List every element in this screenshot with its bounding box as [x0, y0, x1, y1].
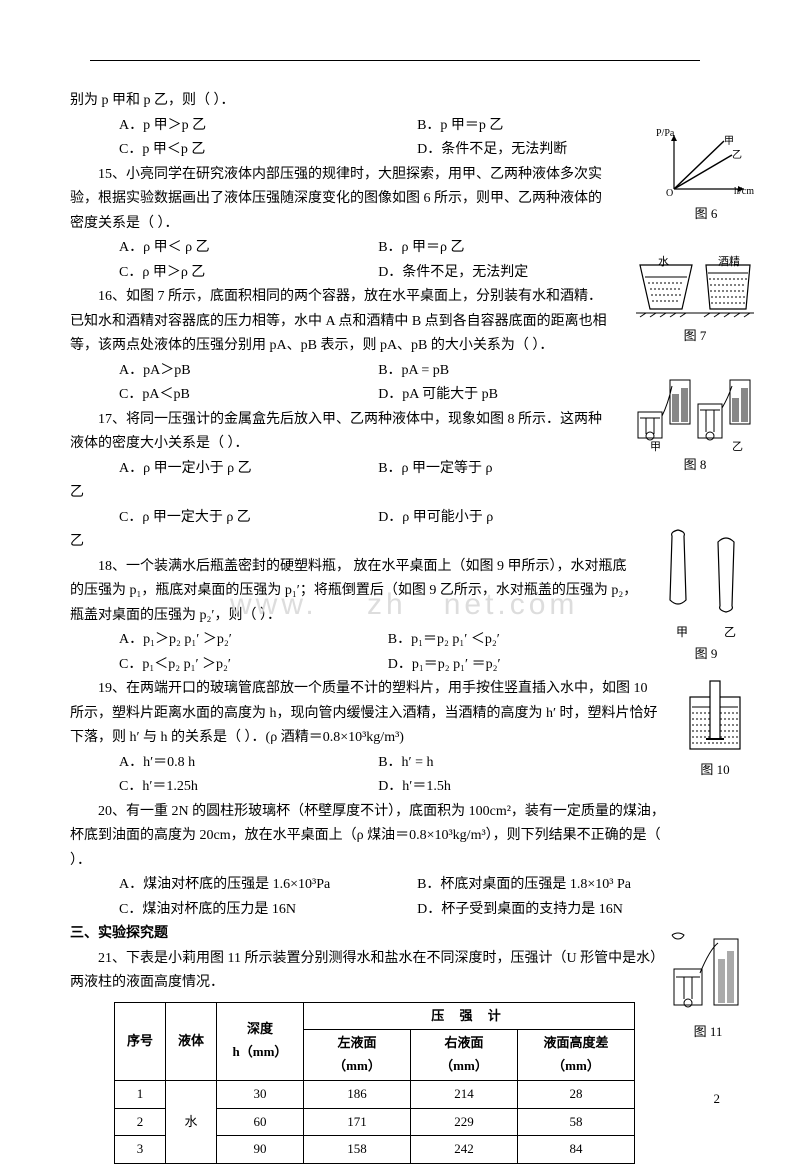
q20-b: B．杯底对桌面的压强是 1.8×10³ Pa	[417, 873, 715, 898]
q16-a: A．pA＞pB	[119, 359, 378, 384]
q20-c: C．煤油对杯底的压力是 16N	[119, 898, 417, 923]
fig9-jia: 甲	[676, 622, 688, 643]
q15-b: B．ρ 甲＝ρ 乙	[378, 236, 637, 261]
figure-11: 图 11	[670, 929, 746, 1044]
fig11-svg	[670, 929, 746, 1019]
fig6-o: O	[666, 185, 673, 203]
q19-a: A．h′＝0.8 h	[119, 751, 378, 776]
page-number: 2	[714, 1091, 721, 1107]
fig9-caption: 图 9	[658, 643, 754, 666]
fig9-yi: 乙	[724, 622, 736, 643]
q20-d: D．杯子受到桌面的支持力是 16N	[417, 898, 715, 923]
q16-d: D．pA 可能大于 pB	[378, 383, 637, 408]
fig7-water: 水	[658, 253, 669, 272]
q19-c: C．h′＝1.25h	[119, 775, 378, 800]
figure-7: 水 酒精 图 7	[636, 257, 754, 348]
q15-c: C．ρ 甲＞ρ 乙	[119, 261, 378, 286]
fig11-caption: 图 11	[670, 1021, 746, 1044]
fig7-caption: 图 7	[636, 325, 754, 348]
svg-text:甲: 甲	[650, 441, 661, 452]
figure-9: 甲 乙 图 9	[658, 524, 754, 666]
q15-a: A．ρ 甲＜ ρ 乙	[119, 236, 378, 261]
q14-intro: 别为 p 甲和 p 乙，则（ ）．	[70, 89, 740, 114]
q14-c: C．p 甲＜p 乙	[119, 138, 417, 163]
fig9-svg	[658, 524, 754, 620]
figure-8: 甲 乙 图 8	[636, 374, 754, 477]
th-right: 右液面 （mm）	[411, 1030, 518, 1081]
svg-text:乙: 乙	[732, 440, 743, 452]
th-depth: 深度 h（mm）	[217, 1002, 304, 1080]
th-seq: 序号	[115, 1002, 166, 1080]
figure-6: P/Pa h/cm 甲 乙 O 图 6	[662, 129, 750, 226]
q16-c: C．pA＜pB	[119, 383, 378, 408]
q17-a: A．ρ 甲一定小于 ρ 乙	[119, 457, 378, 482]
table-row: 1 水 30 186 214 28	[115, 1080, 635, 1108]
q18-text: 18、一个装满水后瓶盖密封的硬塑料瓶， 放在水平桌面上（如图 9 甲所示），水对…	[70, 555, 640, 629]
q15-text: 15、小亮同学在研究液体内部压强的规律时，大胆探索，用甲、乙两种液体多次实验，根…	[70, 163, 610, 237]
section-3-head: 三、实验探究题	[70, 922, 740, 947]
fig6-xlabel: h/cm	[734, 183, 754, 201]
fig10-svg	[684, 679, 746, 757]
figure-10: 图 10	[684, 679, 746, 782]
q20-a: A．煤油对杯底的压强是 1.6×10³Pa	[119, 873, 417, 898]
q17-tail1: 乙	[70, 481, 740, 506]
q18-b: B．p₁＝p₂ p₁′ ＜p₂′	[388, 628, 657, 653]
th-liq: 液体	[166, 1002, 217, 1080]
q16-text: 16、如图 7 所示，底面积相同的两个容器，放在水平桌面上，分别装有水和酒精．已…	[70, 285, 610, 359]
q17-c: C．ρ 甲一定大于 ρ 乙	[119, 506, 378, 531]
th-left: 左液面 （mm）	[304, 1030, 411, 1081]
fig6-caption: 图 6	[662, 203, 750, 226]
th-diff: 液面高度差 （mm）	[518, 1030, 635, 1081]
fig8-svg: 甲 乙	[636, 374, 754, 452]
q18-a: A．p₁＞p₂ p₁′ ＞p₂′	[119, 628, 388, 653]
fig8-caption: 图 8	[636, 454, 754, 477]
q18-c: C．p₁＜p₂ p₁′ ＞p₂′	[119, 653, 388, 678]
q17-d: D．ρ 甲可能小于 ρ	[378, 506, 637, 531]
top-rule	[90, 60, 700, 61]
q19-text: 19、在两端开口的玻璃管底部放一个质量不计的塑料片，用手按住竖直插入水中，如图 …	[70, 677, 660, 751]
q19-b: B．h′ = h	[378, 751, 637, 776]
q21-text: 21、下表是小莉用图 11 所示装置分别测得水和盐水在不同深度时，压强计（U 形…	[70, 947, 660, 996]
data-table: 序号 液体 深度 h（mm） 压 强 计 左液面 （mm） 右液面 （mm） 液…	[114, 1002, 635, 1164]
q14-a: A．p 甲＞p 乙	[119, 114, 417, 139]
q17-text: 17、将同一压强计的金属盒先后放入甲、乙两种液体中，现象如图 8 所示．这两种液…	[70, 408, 610, 457]
th-meter: 压 强 计	[304, 1002, 635, 1030]
q20-text: 20、有一重 2N 的圆柱形玻璃杯（杯壁厚度不计），底面积为 100cm²，装有…	[70, 800, 670, 874]
fig10-caption: 图 10	[684, 759, 746, 782]
fig7-alcohol: 酒精	[718, 253, 740, 272]
q18-d: D．p₁＝p₂ p₁′ ＝p₂′	[388, 653, 657, 678]
q19-d: D．h′＝1.5h	[378, 775, 637, 800]
q17-b: B．ρ 甲一定等于 ρ	[378, 457, 637, 482]
td-liq: 水	[166, 1080, 217, 1163]
fig6-ylabel: P/Pa	[656, 125, 674, 143]
q17-tail2: 乙	[70, 530, 740, 555]
fig6-yi: 乙	[732, 147, 742, 165]
q16-b: B．pA = pB	[378, 359, 637, 384]
q15-d: D．条件不足，无法判定	[378, 261, 637, 286]
